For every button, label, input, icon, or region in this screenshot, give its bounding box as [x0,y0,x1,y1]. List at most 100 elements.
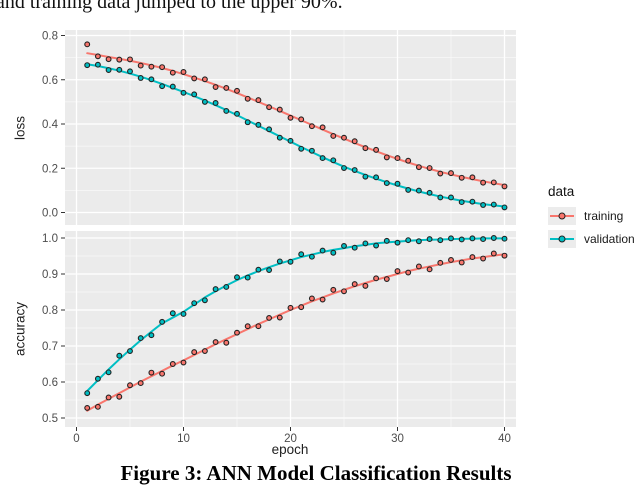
legend-key-validation [548,230,576,248]
training-point [351,138,358,145]
training-point [148,63,155,70]
validation-point [330,249,337,256]
validation-point [490,201,497,208]
legend-key-training [548,207,576,225]
training-point [383,276,390,282]
training-point [319,296,326,303]
training-point [234,329,240,336]
validation-point [394,180,401,187]
validation-point [169,83,176,90]
loss-training-series [84,41,508,190]
validation-point [383,180,390,187]
training-point [469,174,476,181]
training-point [191,75,198,82]
legend-title: data [548,184,575,199]
x-tick-label: 20 [284,433,297,445]
validation-point [341,242,347,249]
training-point [501,183,508,190]
validation-point [255,266,262,273]
training-point [201,76,208,83]
training-point [127,56,133,63]
validation-point [201,98,208,105]
y-tick-label: 0.0 [42,208,58,220]
training-point [84,41,91,48]
training-point [480,255,487,262]
figure-caption: Figure 3: ANN Model Classification Resul… [120,461,512,485]
training-point [490,179,497,186]
validation-point [116,352,123,359]
validation-point [94,375,101,382]
training-point [212,84,219,91]
validation-point [105,369,112,376]
validation-point [426,189,433,196]
y-tick-label: 0.8 [42,31,58,43]
validation-point [169,310,176,317]
validation-point [244,274,251,281]
validation-point [373,242,380,249]
validation-trend-line [86,63,506,208]
training-point [405,269,412,276]
training-point [244,323,251,330]
training-point [287,114,294,121]
training-point [137,62,144,69]
validation-point [148,76,155,83]
training-point [180,69,187,75]
validation-trend-line [86,237,506,392]
training-point [169,69,176,76]
training-point [415,263,422,270]
training-point [191,349,198,356]
validation-point [330,157,337,164]
training-point [308,123,315,130]
validation-point [223,107,230,114]
training-point [266,314,273,321]
validation-point [394,239,401,246]
training-trend-line [86,253,506,412]
training-point [84,404,91,411]
validation-point [127,348,133,354]
validation-point [105,67,112,73]
y-tick-label: 0.5 [42,413,58,425]
training-point [94,403,101,410]
training-point [255,323,262,330]
validation-point [287,137,294,144]
validation-point [362,240,369,247]
validation-point [148,332,155,339]
training-point [362,145,369,152]
training-point [148,369,155,376]
training-point [351,281,358,288]
training-point [394,268,401,275]
validation-point [308,253,315,260]
validation-point [319,247,326,254]
major-gridlines [65,30,516,225]
validation-point [437,237,444,244]
training-point [94,53,101,60]
validation-point [308,147,315,154]
validation-point [362,173,369,180]
validation-point [94,61,101,68]
x-axis-title-epoch: epoch [271,442,309,457]
validation-point [234,110,240,117]
validation-point [490,235,497,241]
training-point [244,95,251,102]
validation-point [180,311,187,317]
loss-panel: 0.0 0.2 0.4 0.6 0.8 [42,30,516,225]
training-point [298,116,305,123]
training-point [458,174,465,181]
legend: data training validation [548,184,635,253]
training-point [330,286,337,293]
training-point [426,266,433,273]
y-tick-label: 0.2 [42,163,58,175]
validation-point [480,202,487,208]
y-tick-label: 1.0 [42,233,58,245]
training-point [169,361,176,367]
training-point [341,288,347,295]
y-tick-label: 0.9 [42,269,58,281]
validation-point [341,165,347,171]
validation-point [405,237,412,244]
validation-point [415,238,422,245]
training-point [255,97,262,104]
training-point [415,164,422,171]
validation-point [501,204,508,211]
validation-point [480,236,487,243]
